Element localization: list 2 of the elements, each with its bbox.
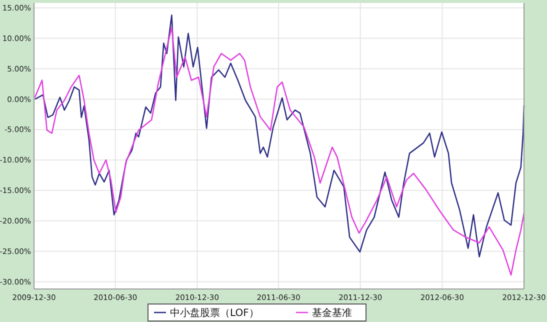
legend-label: 中小盘股票（LOF） [170, 307, 259, 319]
legend-label: 基金基准 [312, 307, 352, 319]
